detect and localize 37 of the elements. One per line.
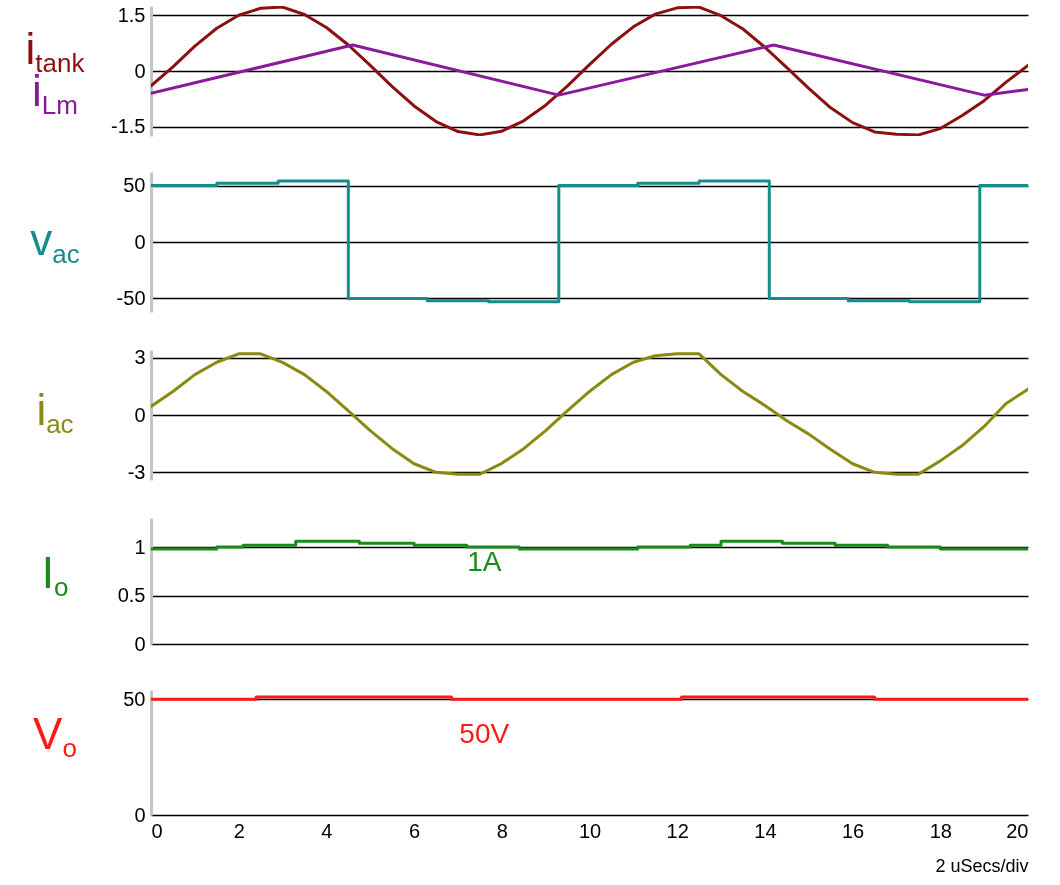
annotation: 1A <box>467 546 502 578</box>
y-tick-label: 0.5 <box>117 584 146 607</box>
annotation: 50V <box>459 718 510 749</box>
series-label: I$_{o}$ <box>41 548 69 602</box>
line-series <box>151 6 1028 136</box>
line-series <box>151 179 1028 304</box>
line-series <box>151 539 1028 551</box>
y-tick-label: 0 <box>134 632 146 655</box>
series-label: i$_{ac}$ <box>36 385 74 439</box>
x-tick-label: 10 <box>578 819 602 842</box>
y-tick-label: 3 <box>134 346 146 369</box>
y-tick-label: 0 <box>134 403 146 426</box>
line-series <box>151 352 1028 476</box>
x-tick-label: 0 <box>151 819 163 842</box>
x-tick-label: 18 <box>929 819 952 842</box>
y-tick-label: -1.5 <box>111 115 146 138</box>
y-tick-label: 50 <box>123 687 146 710</box>
x-tick-label: 20 <box>1006 819 1029 842</box>
y-tick-label: 50 <box>123 174 146 197</box>
series-label: V$_{o}$ <box>33 708 77 763</box>
x-tick-label: 4 <box>321 819 333 842</box>
y-tick-label: 1.5 <box>117 3 146 26</box>
x-tick-label: 12 <box>666 819 689 842</box>
x-tick-label: 8 <box>496 819 508 842</box>
x-tick-label: 16 <box>841 819 865 842</box>
series-label: v$_{ac}$ <box>30 215 80 269</box>
x-tick-label: 14 <box>754 819 777 842</box>
y-tick-label: -3 <box>127 460 146 483</box>
x-tick-label: 6 <box>409 819 421 842</box>
x-tick-label: 2 <box>233 819 245 842</box>
y-tick-label: 0 <box>134 59 146 82</box>
y-tick-label: -50 <box>116 286 146 309</box>
x-axis-title: 2 uSecs/div <box>935 855 1029 876</box>
line-series <box>151 43 1028 97</box>
y-tick-label: 1 <box>134 535 146 558</box>
y-tick-label: 0 <box>134 803 146 826</box>
y-tick-label: 0 <box>134 230 146 253</box>
